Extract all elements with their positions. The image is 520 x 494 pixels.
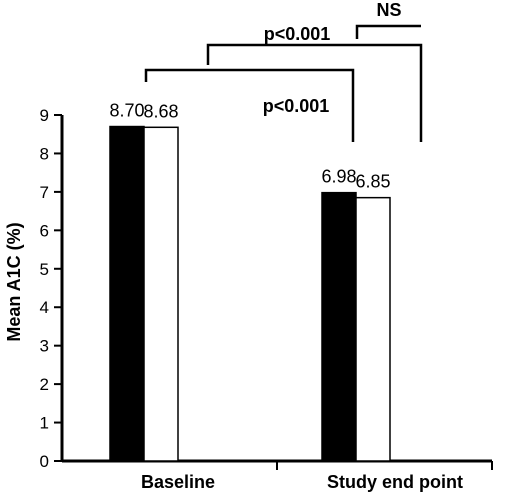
bar-series1-baseline bbox=[109, 125, 145, 462]
ns-annotation: NS bbox=[376, 0, 401, 20]
y-tick-label-3: 3 bbox=[40, 337, 49, 356]
category-label-study-end-point: Study end point bbox=[327, 472, 463, 492]
p-value-annotation-top: p<0.001 bbox=[264, 24, 331, 44]
bar-series1-study-end-point bbox=[321, 191, 357, 462]
significance-bracket-white bbox=[206, 43, 423, 142]
data-label-series2-baseline: 8.68 bbox=[143, 101, 178, 121]
ns-bracket bbox=[355, 24, 421, 39]
data-label-group: 8.70 6.98 8.68 6.85 bbox=[109, 101, 390, 192]
bar-series2-study-end-point bbox=[355, 196, 391, 462]
data-label-series2-study-end-point: 6.85 bbox=[355, 172, 390, 192]
significance-bracket-black bbox=[144, 68, 355, 142]
bar-group bbox=[109, 125, 391, 462]
data-label-series1-study-end-point: 6.98 bbox=[321, 167, 356, 187]
p-value-annotation-middle: p<0.001 bbox=[263, 96, 330, 116]
y-tick-group: 0 1 2 3 4 5 6 7 8 9 bbox=[40, 106, 62, 471]
y-tick-label-6: 6 bbox=[40, 221, 49, 240]
y-axis-label: Mean A1C (%) bbox=[4, 222, 24, 341]
y-tick-label-2: 2 bbox=[40, 375, 49, 394]
y-tick-label-4: 4 bbox=[40, 298, 49, 317]
y-tick-label-1: 1 bbox=[40, 414, 49, 433]
category-label-baseline: Baseline bbox=[141, 472, 215, 492]
y-tick-label-8: 8 bbox=[40, 144, 49, 163]
y-tick-label-9: 9 bbox=[40, 106, 49, 125]
y-tick-label-5: 5 bbox=[40, 260, 49, 279]
y-tick-label-0: 0 bbox=[40, 452, 49, 471]
data-label-series1-baseline: 8.70 bbox=[109, 101, 144, 121]
y-tick-label-7: 7 bbox=[40, 183, 49, 202]
bar-series2-baseline bbox=[143, 126, 179, 462]
